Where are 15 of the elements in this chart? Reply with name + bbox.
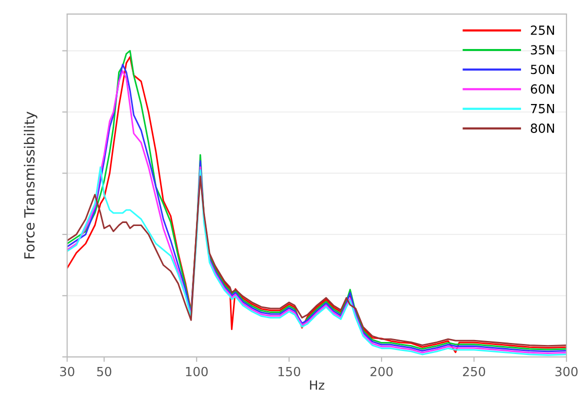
y-axis-title: Force Transmissibility (24, 112, 38, 258)
legend-label: 25N (530, 26, 554, 35)
x-axis-title: Hz (310, 380, 324, 390)
x-tick-label: 100 (186, 366, 208, 376)
legend-label: 35N (530, 45, 554, 55)
legend-label: 60N (530, 84, 554, 94)
legend-label: 50N (530, 64, 554, 74)
x-tick-label: 200 (370, 366, 393, 376)
x-tick-label: 30 (60, 366, 74, 376)
x-tick-label: 300 (556, 366, 578, 376)
legend-label: 80N (530, 123, 554, 133)
x-tick-label: 150 (278, 366, 300, 376)
legend-label: 75N (531, 104, 554, 114)
x-tick-label: 250 (463, 366, 486, 376)
x-tick-label: 50 (97, 366, 112, 376)
